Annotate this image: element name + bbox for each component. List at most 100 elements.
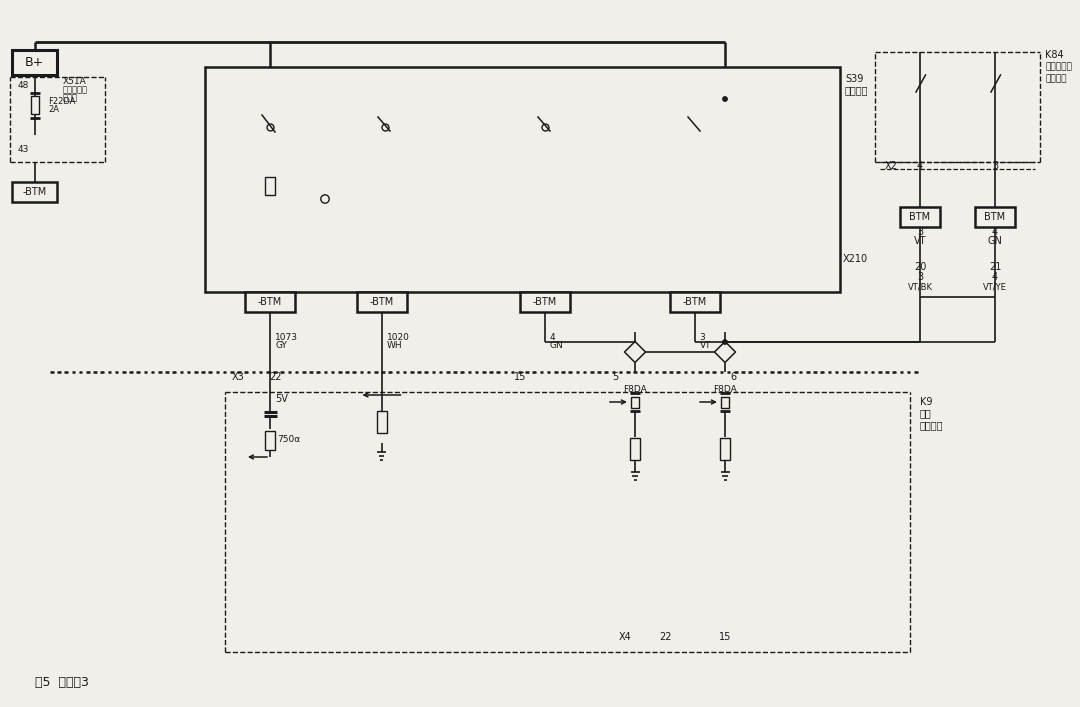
Text: 3: 3 xyxy=(917,272,923,282)
Text: X210: X210 xyxy=(842,254,867,264)
Text: 5: 5 xyxy=(612,372,618,382)
Circle shape xyxy=(723,97,727,101)
Text: 3: 3 xyxy=(700,332,705,341)
Text: 车身: 车身 xyxy=(920,408,932,418)
Text: I: I xyxy=(251,160,253,170)
Text: I: I xyxy=(676,160,678,170)
Bar xyxy=(900,207,940,227)
Text: -BTM: -BTM xyxy=(683,297,706,307)
Text: 保险丝盒－: 保险丝盒－ xyxy=(63,86,87,95)
Text: 22: 22 xyxy=(269,372,281,382)
Text: 2: 2 xyxy=(740,104,746,114)
Text: II: II xyxy=(382,165,388,175)
Text: 4: 4 xyxy=(991,272,998,282)
Text: F8DA: F8DA xyxy=(623,385,647,394)
Text: -BTM: -BTM xyxy=(369,297,393,307)
Text: 15: 15 xyxy=(514,372,526,382)
Bar xyxy=(670,292,719,312)
Bar xyxy=(975,207,1015,227)
Text: II: II xyxy=(692,165,698,175)
Text: F22DA: F22DA xyxy=(48,96,76,105)
Text: S39: S39 xyxy=(845,74,863,84)
Text: III: III xyxy=(710,156,717,165)
Text: I: I xyxy=(526,160,528,170)
Polygon shape xyxy=(624,341,646,363)
Circle shape xyxy=(723,340,727,344)
Text: II: II xyxy=(268,165,272,175)
Text: 22: 22 xyxy=(659,632,672,642)
Bar xyxy=(265,177,275,195)
Text: 4: 4 xyxy=(550,332,555,341)
Text: K9: K9 xyxy=(920,397,932,407)
Text: VT/YE: VT/YE xyxy=(983,283,1007,291)
Text: II: II xyxy=(542,165,548,175)
Bar xyxy=(31,96,39,114)
Bar xyxy=(630,438,640,460)
Text: -BTM: -BTM xyxy=(532,297,557,307)
Text: 540: 540 xyxy=(735,85,754,95)
Text: GN: GN xyxy=(550,341,564,351)
Text: WH: WH xyxy=(387,341,402,351)
Text: 2A: 2A xyxy=(48,105,59,115)
Text: 48: 48 xyxy=(18,81,29,90)
Text: -BTM: -BTM xyxy=(23,187,46,197)
Text: 3: 3 xyxy=(991,161,998,171)
Text: III: III xyxy=(400,156,407,165)
Text: X3: X3 xyxy=(231,372,244,382)
Bar xyxy=(265,431,275,450)
Text: 21: 21 xyxy=(989,262,1001,272)
Text: K84: K84 xyxy=(1045,50,1064,60)
Bar xyxy=(377,411,387,433)
Text: 4: 4 xyxy=(272,276,278,286)
Text: 750α: 750α xyxy=(276,436,300,445)
Text: 控制模块: 控制模块 xyxy=(920,420,944,430)
Text: BTM: BTM xyxy=(909,212,931,222)
Text: ε ·-·: ε ·-· xyxy=(302,189,318,199)
Text: 6: 6 xyxy=(730,372,737,382)
Text: VT: VT xyxy=(914,236,927,246)
Text: F8DA: F8DA xyxy=(713,385,737,394)
Text: B+: B+ xyxy=(25,56,44,69)
Text: 1020: 1020 xyxy=(387,332,409,341)
Bar xyxy=(12,182,57,202)
Text: 3: 3 xyxy=(917,227,923,237)
Text: 20: 20 xyxy=(914,262,927,272)
Text: 4: 4 xyxy=(991,227,998,237)
Text: X4: X4 xyxy=(619,632,632,642)
Text: 1073: 1073 xyxy=(275,332,298,341)
Text: VT/BK: VT/BK xyxy=(907,283,932,291)
Text: 1: 1 xyxy=(557,276,563,286)
Bar xyxy=(356,292,406,312)
Text: 图5  电路图3: 图5 电路图3 xyxy=(35,675,89,689)
Text: X2: X2 xyxy=(885,161,897,171)
Bar xyxy=(721,397,729,407)
Text: 5V: 5V xyxy=(275,394,288,404)
Text: III: III xyxy=(559,156,567,165)
Bar xyxy=(720,438,730,460)
Text: 仪表板: 仪表板 xyxy=(63,93,78,103)
Text: III: III xyxy=(284,156,292,165)
Text: 43: 43 xyxy=(18,144,29,153)
Polygon shape xyxy=(715,341,735,363)
Text: 1.3Kα: 1.3Kα xyxy=(278,182,302,190)
Bar xyxy=(245,292,295,312)
Text: 无钥匙进入: 无钥匙进入 xyxy=(1045,62,1071,71)
Text: 点火开关: 点火开关 xyxy=(845,85,868,95)
Text: I: I xyxy=(366,160,368,170)
Text: 4: 4 xyxy=(917,161,923,171)
Text: 3: 3 xyxy=(390,276,396,286)
Text: 15: 15 xyxy=(719,632,731,642)
Text: GN: GN xyxy=(987,236,1002,246)
Bar xyxy=(12,50,57,75)
Text: RD/BU: RD/BU xyxy=(735,94,767,104)
Text: VT: VT xyxy=(700,341,711,351)
Text: -BTM: -BTM xyxy=(258,297,282,307)
Bar xyxy=(205,67,840,292)
Text: 6: 6 xyxy=(292,89,298,99)
Text: 控制模块: 控制模块 xyxy=(1045,74,1067,83)
Bar xyxy=(519,292,570,312)
Text: BTM: BTM xyxy=(985,212,1005,222)
Bar xyxy=(631,397,639,407)
Text: X51A: X51A xyxy=(63,76,86,86)
Text: GY: GY xyxy=(275,341,287,351)
